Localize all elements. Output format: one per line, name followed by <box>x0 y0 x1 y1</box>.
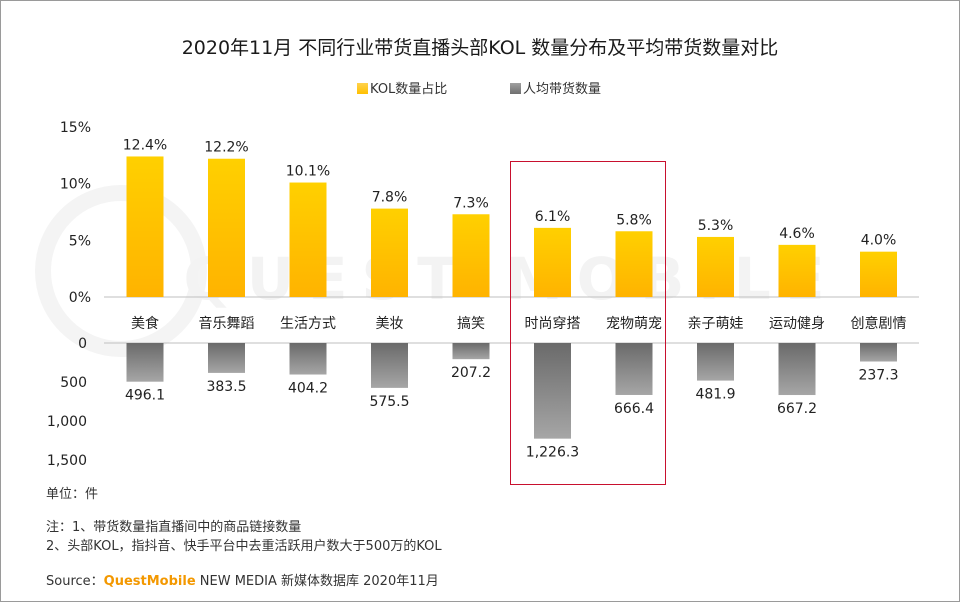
category-label: 搞笑 <box>457 316 485 332</box>
avg-goods-label: 481.9 <box>695 387 735 403</box>
legend-item-avg-goods: 人均带货数量 <box>510 78 601 97</box>
category-label: 创意剧情 <box>851 315 907 332</box>
category-label: 音乐舞蹈 <box>199 315 255 332</box>
unit-label: 单位：件 <box>46 487 99 502</box>
note-2: 2、头部KOL，指抖音、快手平台中去重活跃用户数大于500万的KOL <box>46 539 442 554</box>
kol-share-label: 5.8% <box>616 212 652 228</box>
y-tick-top: 5% <box>69 233 91 249</box>
avg-goods-bar <box>371 343 408 388</box>
y-tick-top: 10% <box>60 177 91 193</box>
avg-goods-label: 575.5 <box>369 394 409 410</box>
category-label: 时尚穿搭 <box>525 316 581 332</box>
category-label: 亲子萌娃 <box>688 316 744 332</box>
avg-goods-bar <box>126 343 164 382</box>
highlight-box <box>510 161 666 485</box>
y-tick-bottom: 0 <box>78 336 87 352</box>
chart-title: 2020年11月 不同行业带货直播头部KOL 数量分布及平均带货数量对比 <box>181 37 779 59</box>
kol-share-bar <box>778 244 816 297</box>
category-label: 宠物萌宠 <box>606 316 662 332</box>
avg-goods-label: 237.3 <box>858 368 898 384</box>
watermark-ring-icon <box>35 185 207 357</box>
kol-share-label: 6.1% <box>535 209 571 225</box>
y-tick-bottom: 1,500 <box>47 453 87 469</box>
avg-goods-label: 1,226.3 <box>526 445 579 461</box>
kol-share-bar <box>371 208 408 297</box>
kol-share-label: 12.2% <box>204 140 248 156</box>
legend-label-kol-share: KOL数量占比 <box>370 82 448 97</box>
avg-goods-bar <box>452 343 490 360</box>
source-brand: QuestMobile <box>103 574 196 589</box>
kol-share-label: 4.6% <box>779 226 815 242</box>
note-1: 注：1、带货数量指直播间中的商品链接数量 <box>46 520 302 535</box>
kol-share-label: 12.4% <box>123 137 167 153</box>
category-label: 美食 <box>131 315 159 332</box>
avg-goods-bar <box>697 343 734 381</box>
avg-goods-bar <box>534 343 571 439</box>
avg-goods-bar <box>289 343 327 375</box>
category-label: 生活方式 <box>280 316 336 332</box>
avg-goods-label: 383.5 <box>206 379 246 395</box>
category-label: 美妆 <box>376 316 404 332</box>
category-label: 运动健身 <box>769 316 825 332</box>
avg-goods-label: 404.2 <box>288 381 328 397</box>
kol-share-bars <box>126 156 897 297</box>
avg-goods-bar <box>208 343 245 373</box>
source-prefix: Source： <box>46 574 104 589</box>
avg-goods-label: 667.2 <box>777 401 817 417</box>
kol-share-label: 5.3% <box>698 218 734 234</box>
kol-share-label: 4.0% <box>861 233 897 249</box>
y-tick-bottom: 1,000 <box>47 414 87 430</box>
source-suffix: NEW MEDIA 新媒体数据库 2020年11月 <box>195 574 439 589</box>
kol-share-bar <box>697 236 734 297</box>
legend-item-kol-share: KOL数量占比 <box>357 78 447 97</box>
avg-goods-bar <box>615 343 653 395</box>
y-tick-bottom: 500 <box>60 375 87 391</box>
legend-swatch-kol-share <box>357 83 368 94</box>
avg-goods-label: 666.4 <box>614 401 654 417</box>
legend-label-avg-goods: 人均带货数量 <box>523 82 602 97</box>
legend-swatch-avg-goods <box>510 83 521 94</box>
kol-share-bar <box>289 182 327 297</box>
kol-share-bar <box>615 231 653 297</box>
avg-goods-bar <box>778 343 816 396</box>
kol-share-label: 10.1% <box>286 164 330 180</box>
kol-share-bar <box>452 214 490 297</box>
kol-share-bar <box>126 156 164 297</box>
avg-goods-bars <box>126 343 897 439</box>
kol-share-bar <box>860 251 897 297</box>
data-labels: 12.4% 美食 496.1 12.2% 音乐舞蹈 383.5 10.1% 生活方式 404.2… <box>123 137 907 460</box>
kol-share-bar <box>534 227 571 297</box>
kol-share-label: 7.8% <box>372 190 408 206</box>
kol-share-bar <box>208 158 245 297</box>
source-line: Source：QuestMobile NEW MEDIA 新媒体数据库 2020… <box>46 570 439 589</box>
avg-goods-label: 496.1 <box>125 388 165 404</box>
kol-share-label: 7.3% <box>453 195 489 211</box>
y-tick-top: 0% <box>69 290 91 306</box>
y-tick-top: 15% <box>60 120 91 136</box>
avg-goods-bar <box>860 343 897 362</box>
avg-goods-label: 207.2 <box>451 365 491 381</box>
